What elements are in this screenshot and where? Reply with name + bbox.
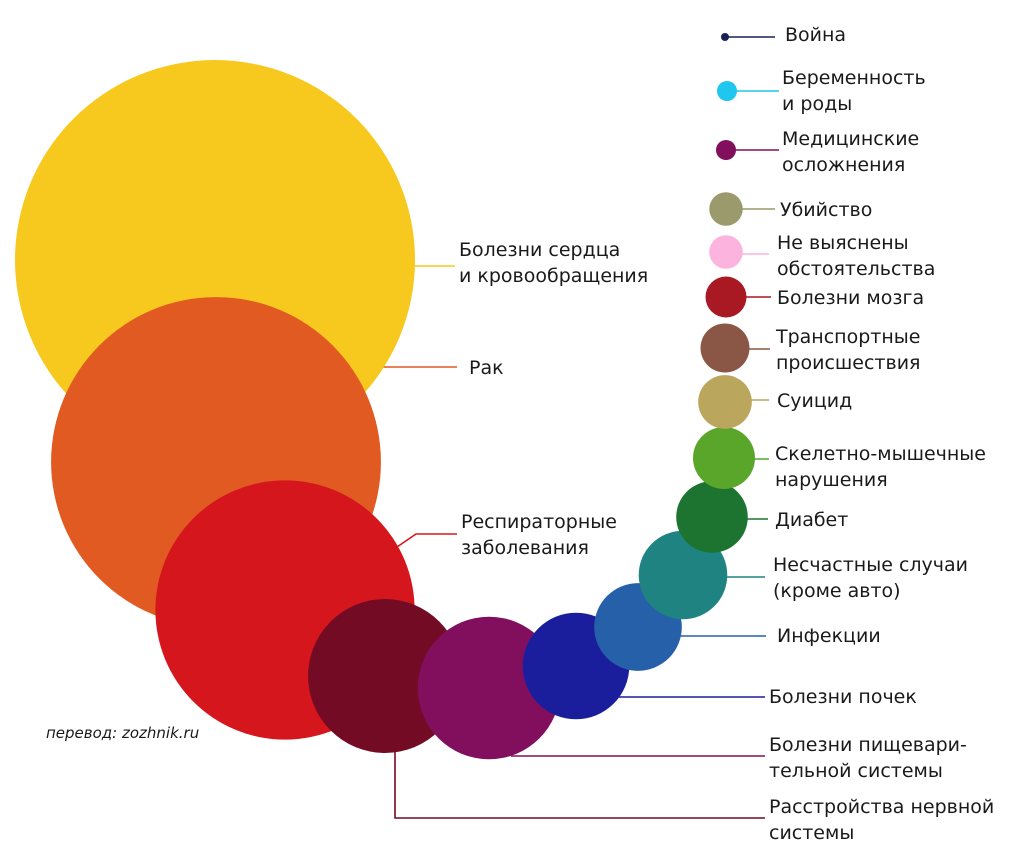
bubbles [15,33,755,760]
label-line: и кровообращения [459,265,648,287]
label-line: Не выяснены [777,232,909,254]
bubble-homic [709,192,743,226]
label-diab: Диабет [775,509,848,531]
label-line: Убийство [780,199,872,221]
label-line: и роды [782,93,852,115]
label-brain: Болезни мозга [777,287,924,309]
label-unkn: Не выяснены обстоятельства [777,232,935,280]
label-line: тельной системы [769,760,943,782]
bubble-war [721,33,729,41]
leader-line-nerv [394,748,765,819]
label-line: Болезни мозга [777,287,924,309]
label-nerv: Расстройства нервной системы [769,796,994,844]
label-line: Война [785,24,846,46]
label-line: системы [769,822,854,844]
bubble-preg [717,81,737,101]
credit-text: перевод: zozhnik.ru [46,724,199,742]
label-resp: Респираторные заболевания [461,511,617,559]
bubble-suic [698,375,752,429]
label-digest: Болезни пищевари-тельной системы [769,734,967,782]
label-infect: Инфекции [777,625,881,647]
label-line: Беременность [782,67,926,89]
label-line: происшествия [776,352,920,374]
label-musc: Скелетно-мышечные нарушения [775,443,986,491]
bubble-medic [716,140,736,160]
label-kidney: Болезни почек [769,686,917,708]
label-line: заболевания [461,537,589,559]
label-line: Транспортные [775,326,920,348]
bubble-unkn [709,235,743,269]
label-line: Скелетно-мышечные [775,443,986,465]
label-suic: Суицид [777,390,852,412]
bubble-accid [638,530,728,620]
label-line: Рак [469,357,504,379]
label-line: (кроме авто) [773,580,901,602]
bubble-trans [700,323,750,373]
label-homic: Убийство [780,199,872,221]
label-line: Болезни почек [769,686,917,708]
label-medic: Медицинские осложнения [782,128,919,176]
label-cancer: Рак [469,357,504,379]
label-line: Несчастные случаи [773,554,968,576]
label-line: Суицид [777,390,852,412]
label-preg: Беременность и роды [782,67,926,115]
label-accid: Несчастные случаи (кроме авто) [773,554,968,602]
label-war: Война [785,24,846,46]
label-heart: Болезни сердца и кровообращения [459,239,648,287]
label-line: нарушения [775,469,888,491]
label-line: Респираторные [461,511,617,533]
label-line: осложнения [782,154,905,176]
label-trans: Транспортные происшествия [775,326,920,374]
label-line: Болезни пищевари- [769,734,967,756]
label-line: Диабет [775,509,848,531]
label-line: Инфекции [777,625,881,647]
leader-line-resp [396,533,457,548]
label-line: Медицинские [782,128,919,150]
bubble-labels: Болезни сердца и кровообращения Рак Респира… [459,24,994,844]
bubble-brain [705,276,747,318]
label-line: обстоятельства [777,258,935,280]
bubble-diab [676,481,748,553]
label-line: Расстройства нервной [769,796,994,818]
bubble-musc [693,427,755,489]
label-line: Болезни сердца [459,239,620,261]
